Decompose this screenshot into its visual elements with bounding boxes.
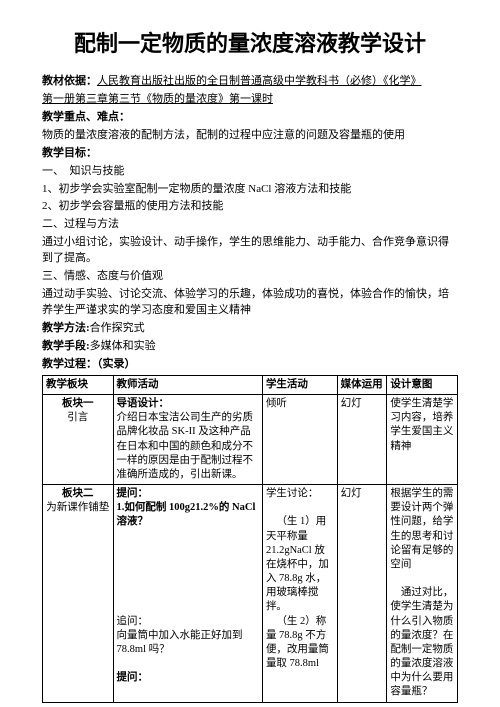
th-teacher: 教师活动 — [113, 375, 262, 394]
r2-s1: （生 1）用天平称量 21.2gNaCl 放在烧杯中，加入 78.8g 水，用玻… — [266, 515, 334, 614]
basis-label: 教材依据： — [42, 75, 97, 87]
table-header-row: 教学板块 教师活动 学生活动 媒体运用 设计意图 — [43, 375, 458, 394]
means-line: 教学手段:多媒体和实验 — [42, 339, 458, 355]
r2-s2: （生 2）称量 78.8g 不方便，改用量筒量取 78.8ml — [266, 615, 334, 672]
module1-title: 板块一 — [46, 397, 110, 411]
method-text: 合作探究式 — [90, 322, 145, 334]
goals-label: 教学目标： — [42, 146, 458, 162]
goal-process: 通过小组讨论，实验设计、动手操作，学生的思维能力、动手能力、合作竞争意识得到了提… — [42, 235, 458, 267]
cell-media-2: 幻灯 — [337, 485, 387, 703]
r2-q-label: 提问： — [117, 487, 259, 501]
module2-title: 板块二 — [46, 487, 110, 501]
process-subtitle: （实录） — [97, 358, 136, 370]
goal-section3: 三、情感、态度与价值观 — [42, 269, 458, 285]
goal-section2: 二、过程与方法 — [42, 217, 458, 233]
cell-media-1: 幻灯 — [337, 395, 387, 485]
cell-intent-2: 根据学生的需要设计两个弹性问题，给学生的思考和讨论留有足够的空间 通过对比，使学… — [387, 485, 458, 703]
basis-text1: 人民教育出版社出版的全日制普通高级中学教科书（必修）《化学》 — [97, 75, 422, 87]
cell-teacher-2: 提问： 1.如何配制 100g21.2%的 NaCl 溶液？ 追问： 向量筒中加… — [113, 485, 262, 703]
table-row: 板块二 为新课作铺垫 提问： 1.如何配制 100g21.2%的 NaCl 溶液… — [43, 485, 458, 703]
cell-module-1: 板块一 引言 — [43, 395, 114, 485]
r2-intent-a: 根据学生的需要设计两个弹性问题，给学生的思考和讨论留有足够的空间 — [390, 487, 454, 572]
lesson-table: 教学板块 教师活动 学生活动 媒体运用 设计意图 板块一 引言 导语设计： 介绍… — [42, 375, 458, 703]
keypoints-text: 物质的量浓度溶液的配制方法，配制的过程中应注意的问题及容量瓶的使用 — [42, 128, 458, 144]
basis-text2: 第一册第三章第三节《物质的量浓度》第一课时 — [42, 92, 458, 108]
cell-intent-1: 使学生清楚学习内容，培养学生爱国主义精神 — [387, 395, 458, 485]
cell-teacher-1: 导语设计： 介绍日本宝洁公司生产的劣质品牌化妆品 SK-II 及这种产品在日本和… — [113, 395, 262, 485]
means-text: 多媒体和实验 — [90, 340, 156, 352]
r1-lead-body: 介绍日本宝洁公司生产的劣质品牌化妆品 SK-II 及这种产品在日本和中国的颜色和… — [117, 411, 259, 482]
goal-section1: 一、 知识与技能 — [42, 164, 458, 180]
basis-line: 教材依据：人民教育出版社出版的全日制普通高级中学教科书（必修）《化学》 — [42, 74, 458, 90]
r2-s-head: 学生讨论： — [266, 487, 334, 501]
r2-ask2-label: 提问： — [117, 671, 259, 685]
r2-ask-label: 追问： — [117, 615, 259, 629]
table-row: 板块一 引言 导语设计： 介绍日本宝洁公司生产的劣质品牌化妆品 SK-II 及这… — [43, 395, 458, 485]
method-line: 教学方法:合作探究式 — [42, 321, 458, 337]
keypoints-label: 教学重点、难点： — [42, 110, 458, 126]
method-label: 教学方法: — [42, 322, 90, 334]
r2-ask-body: 向量筒中加入水能正好加到 78.8ml 吗？ — [117, 629, 259, 657]
th-student: 学生活动 — [262, 375, 337, 394]
goal-emotion: 通过动手实验、讨论交流、体验学习的乐趣，体验成功的喜悦，体验合作的愉快，培养学生… — [42, 287, 458, 319]
cell-student-2: 学生讨论： （生 1）用天平称量 21.2gNaCl 放在烧杯中，加入 78.8… — [262, 485, 337, 703]
r2-q1: 1.如何配制 100g21.2%的 NaCl 溶液？ — [117, 501, 259, 529]
th-media: 媒体运用 — [337, 375, 387, 394]
process-label: 教学过程： — [42, 358, 97, 370]
goal-item2: 2、初步学会容量瓶的使用方法和技能 — [42, 199, 458, 215]
r2-intent-b: 通过对比，使学生清楚为什么引入物质的量浓度？在配制一定物质的量浓度溶液中为什么要… — [390, 586, 454, 699]
r1-lead-label: 导语设计： — [117, 397, 259, 411]
th-intent: 设计意图 — [387, 375, 458, 394]
goal-item1: 1、初步学会实验室配制一定物质的量浓度 NaCl 溶液方法和技能 — [42, 182, 458, 198]
cell-module-2: 板块二 为新课作铺垫 — [43, 485, 114, 703]
module1-sub: 引言 — [46, 411, 110, 425]
page-title: 配制一定物质的量浓度溶液教学设计 — [42, 28, 458, 60]
cell-student-1: 倾听 — [262, 395, 337, 485]
module2-sub: 为新课作铺垫 — [46, 501, 110, 515]
th-module: 教学板块 — [43, 375, 114, 394]
process-line: 教学过程：（实录） — [42, 357, 458, 373]
means-label: 教学手段: — [42, 340, 90, 352]
